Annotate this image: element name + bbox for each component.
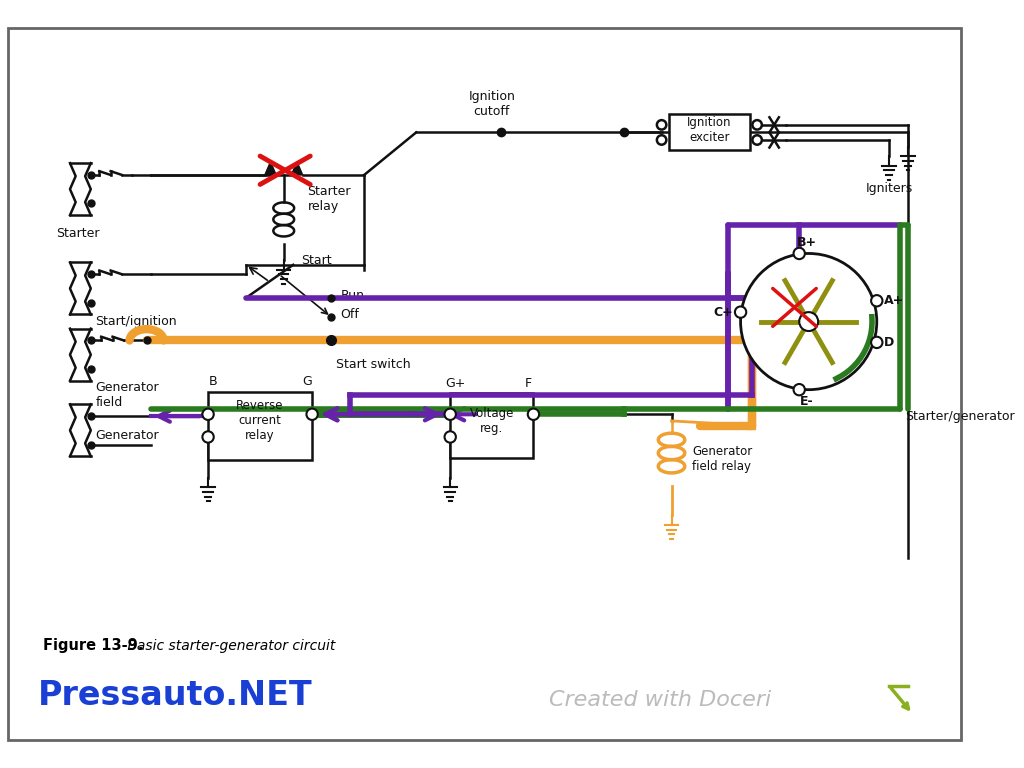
Text: Start: Start: [301, 253, 332, 266]
Circle shape: [794, 384, 805, 396]
Text: Basic starter-generator circuit: Basic starter-generator circuit: [123, 639, 335, 653]
Text: Start switch: Start switch: [336, 358, 411, 370]
Circle shape: [306, 409, 317, 420]
Text: Voltage
reg.: Voltage reg.: [470, 407, 514, 435]
Text: B+: B+: [797, 236, 817, 249]
Circle shape: [871, 295, 883, 306]
Circle shape: [656, 135, 667, 144]
Text: A+: A+: [885, 294, 904, 307]
Text: Figure 13-9.: Figure 13-9.: [43, 637, 143, 653]
Text: Pressauto.NET: Pressauto.NET: [38, 679, 312, 712]
Bar: [451, 393, 534, 458]
Circle shape: [444, 432, 456, 442]
Text: Starter: Starter: [55, 227, 99, 240]
Circle shape: [794, 248, 805, 259]
Circle shape: [753, 120, 762, 130]
Text: Starter
relay: Starter relay: [307, 184, 351, 213]
Polygon shape: [291, 162, 303, 175]
Circle shape: [735, 306, 746, 318]
Circle shape: [799, 312, 818, 331]
Text: Ignition
exciter: Ignition exciter: [687, 115, 731, 144]
Text: Off: Off: [341, 309, 359, 322]
Circle shape: [656, 120, 667, 130]
Text: Igniters: Igniters: [865, 181, 912, 194]
Circle shape: [871, 336, 883, 348]
Text: F: F: [525, 376, 532, 389]
Circle shape: [753, 135, 762, 144]
Circle shape: [203, 409, 214, 420]
Bar: [208, 392, 312, 460]
Circle shape: [203, 432, 214, 442]
Text: G: G: [302, 375, 312, 388]
Text: Run: Run: [341, 289, 365, 302]
Circle shape: [527, 409, 539, 420]
Polygon shape: [265, 162, 276, 175]
Text: Ignition
cutoff: Ignition cutoff: [468, 90, 515, 118]
Text: Created with Doceri: Created with Doceri: [549, 690, 771, 710]
Text: Start/ignition: Start/ignition: [95, 315, 177, 328]
Text: Generator: Generator: [95, 429, 159, 442]
Text: C+: C+: [714, 306, 733, 319]
Text: Starter/generator: Starter/generator: [905, 409, 1015, 422]
Text: Reverse
current
relay: Reverse current relay: [237, 399, 284, 442]
Text: E-: E-: [800, 395, 814, 408]
Text: B: B: [209, 375, 217, 388]
Text: G+: G+: [444, 376, 465, 389]
Circle shape: [444, 409, 456, 420]
Text: Generator
field: Generator field: [95, 381, 159, 409]
Bar: [669, 114, 750, 151]
Text: D: D: [885, 336, 895, 349]
Circle shape: [740, 253, 877, 389]
Text: Generator
field relay: Generator field relay: [692, 445, 753, 473]
